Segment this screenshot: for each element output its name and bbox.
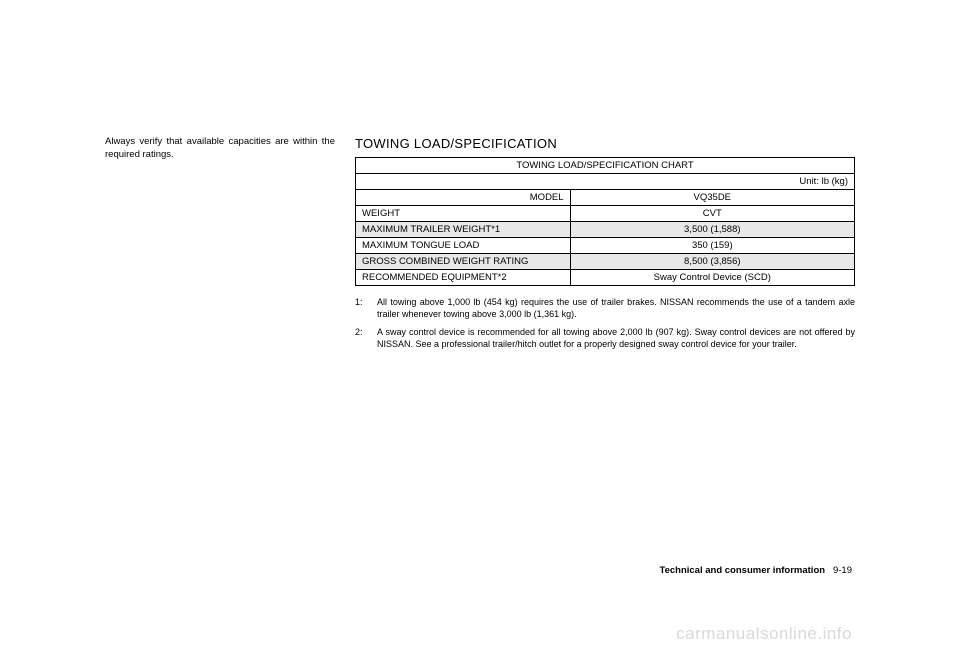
footnote-number: 2: [355,326,377,350]
footnote-text: A sway control device is recommended for… [377,326,855,350]
row-value: 8,500 (3,856) [570,254,854,270]
table-row: GROSS COMBINED WEIGHT RATING8,500 (3,856… [356,254,855,270]
row-label: GROSS COMBINED WEIGHT RATING [356,254,571,270]
left-paragraph: Always verify that available capacities … [105,136,335,162]
row-value: 3,500 (1,588) [570,222,854,238]
weight-label: WEIGHT [356,206,571,222]
watermark: carmanualsonline.info [676,624,852,644]
footnote: 2:A sway control device is recommended f… [355,326,855,350]
footer-page: 9-19 [833,565,852,576]
unit-cell: Unit: lb (kg) [356,174,855,190]
row-label: MAXIMUM TRAILER WEIGHT*1 [356,222,571,238]
chart-title: TOWING LOAD/SPECIFICATION CHART [356,158,855,174]
row-label: RECOMMENDED EQUIPMENT*2 [356,270,571,286]
footnote: 1:All towing above 1,000 lb (454 kg) req… [355,296,855,320]
row-value: Sway Control Device (SCD) [570,270,854,286]
weight-value: CVT [570,206,854,222]
footnote-number: 1: [355,296,377,320]
row-label: MAXIMUM TONGUE LOAD [356,238,571,254]
model-label: MODEL [356,190,571,206]
row-value: 350 (159) [570,238,854,254]
model-value: VQ35DE [570,190,854,206]
footnotes: 1:All towing above 1,000 lb (454 kg) req… [355,296,855,351]
table-row: RECOMMENDED EQUIPMENT*2Sway Control Devi… [356,270,855,286]
spec-table: TOWING LOAD/SPECIFICATION CHART Unit: lb… [355,157,855,286]
page-footer: Technical and consumer information 9-19 [659,565,852,576]
section-heading: TOWING LOAD/SPECIFICATION [355,136,855,151]
footnote-text: All towing above 1,000 lb (454 kg) requi… [377,296,855,320]
table-row: MAXIMUM TONGUE LOAD350 (159) [356,238,855,254]
table-row: MAXIMUM TRAILER WEIGHT*13,500 (1,588) [356,222,855,238]
footer-section: Technical and consumer information [659,565,825,576]
